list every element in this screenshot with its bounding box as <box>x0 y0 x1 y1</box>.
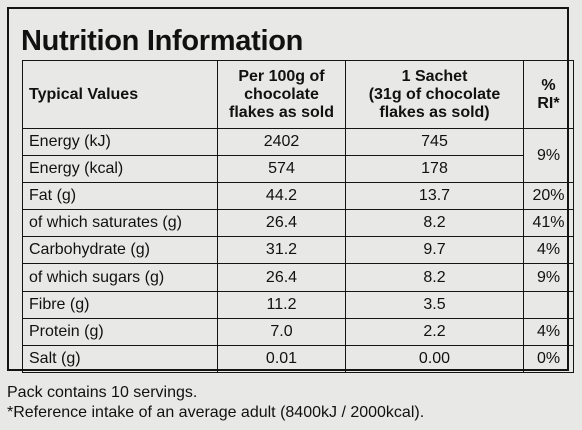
per-sachet-value: 13.7 <box>345 182 524 211</box>
per-sachet-value: 8.2 <box>345 209 524 238</box>
per-100g-value: 26.4 <box>217 209 346 238</box>
per-sachet-value: 8.2 <box>345 263 524 292</box>
table-row: Energy (kJ) 2402 745 9% <box>22 127 574 184</box>
per-100g-value: 11.2 <box>217 290 346 319</box>
per-100g-value: 7.0 <box>217 317 346 346</box>
row-label: Energy (kcal) <box>22 155 218 184</box>
table-row: of which sugars (g) 26.4 8.2 9% <box>22 263 574 292</box>
reference-intake-note: *Reference intake of an average adult (8… <box>7 404 425 421</box>
header-per-100g-line3: flakes as sold <box>229 103 334 121</box>
per-100g-value: 26.4 <box>217 263 346 292</box>
ri-value: 0% <box>523 344 574 373</box>
ri-value <box>523 290 574 319</box>
row-label: of which sugars (g) <box>22 263 218 292</box>
ri-value: 4% <box>523 236 574 265</box>
nutrition-title: Nutrition Information <box>21 25 304 57</box>
header-typical-values: Typical Values <box>22 60 218 129</box>
ri-value: 41% <box>523 209 574 238</box>
per-100g-value: 0.01 <box>217 344 346 373</box>
row-label: Carbohydrate (g) <box>22 236 218 265</box>
per-100g-value: 44.2 <box>217 182 346 211</box>
per-100g-value: 31.2 <box>217 236 346 265</box>
per-100g-value: 2402 <box>217 127 346 157</box>
per-sachet-value: 178 <box>345 155 524 184</box>
per-100g-value: 574 <box>217 155 346 184</box>
table-row: Protein (g) 7.0 2.2 4% <box>22 317 574 346</box>
per-sachet-value: 9.7 <box>345 236 524 265</box>
row-label: Energy (kJ) <box>22 127 218 157</box>
row-label: Fat (g) <box>22 182 218 211</box>
row-label: Protein (g) <box>22 317 218 346</box>
ri-value: 4% <box>523 317 574 346</box>
row-label: Salt (g) <box>22 344 218 373</box>
header-per-sachet-line3: flakes as sold) <box>379 103 490 121</box>
per-sachet-value: 3.5 <box>345 290 524 319</box>
header-per-100g-line2: chocolate <box>244 85 319 103</box>
header-ri: % RI* <box>523 60 574 129</box>
per-sachet-value: 745 <box>345 127 524 157</box>
per-sachet-value: 2.2 <box>345 317 524 346</box>
header-ri-line1: % <box>541 76 556 94</box>
table-row: of which saturates (g) 26.4 8.2 41% <box>22 209 574 238</box>
table-row: Fibre (g) 11.2 3.5 <box>22 290 574 319</box>
header-per-sachet: 1 Sachet (31g of chocolate flakes as sol… <box>345 60 524 129</box>
ri-value: 20% <box>523 182 574 211</box>
row-label: Fibre (g) <box>22 290 218 319</box>
table-row: Salt (g) 0.01 0.00 0% <box>22 344 574 373</box>
ri-value: 9% <box>523 263 574 292</box>
ri-value: 9% <box>523 127 574 184</box>
header-per-100g-line1: Per 100g of <box>238 67 325 85</box>
header-per-sachet-line2: (31g of chocolate <box>368 85 501 103</box>
per-sachet-value: 0.00 <box>345 344 524 373</box>
nutrition-table: Typical Values Per 100g of chocolate fla… <box>22 60 574 373</box>
header-ri-line2: RI* <box>537 94 560 112</box>
table-row: Fat (g) 44.2 13.7 20% <box>22 182 574 211</box>
servings-note: Pack contains 10 servings. <box>7 384 198 401</box>
nutrition-panel: Nutrition Information Typical Values Per… <box>7 7 574 373</box>
row-label: of which saturates (g) <box>22 209 218 238</box>
header-per-sachet-line1: 1 Sachet <box>401 67 468 85</box>
header-per-100g: Per 100g of chocolate flakes as sold <box>217 60 346 129</box>
table-row: Carbohydrate (g) 31.2 9.7 4% <box>22 236 574 265</box>
header-row: Typical Values Per 100g of chocolate fla… <box>22 60 574 129</box>
table-row: Energy (kcal) 574 178 <box>22 155 574 184</box>
